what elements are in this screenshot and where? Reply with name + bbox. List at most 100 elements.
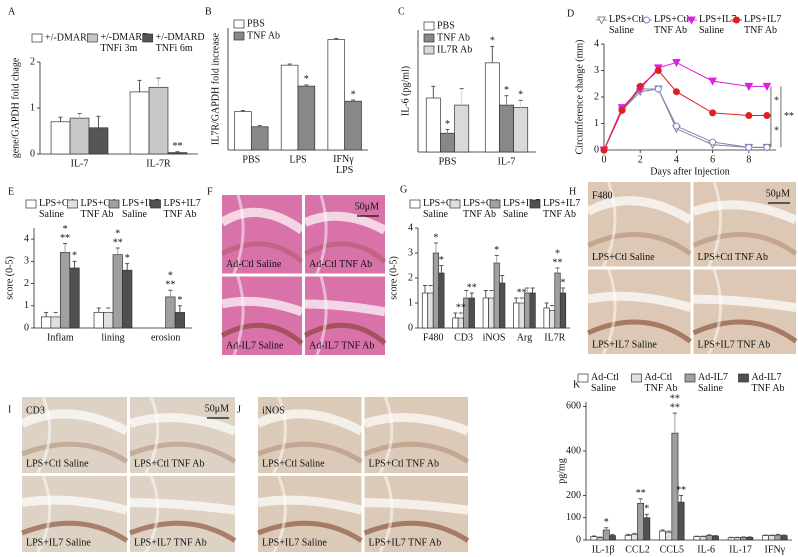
bar [69, 117, 90, 155]
tissue-texture [707, 268, 723, 355]
tissue-texture [257, 520, 363, 543]
tissue-texture [315, 194, 328, 275]
x-tick-label: IL-7 [71, 158, 89, 169]
tile-label: Ad-IL7 Saline [226, 340, 284, 351]
bar [768, 535, 776, 541]
x-tick-label: LPS [289, 154, 306, 165]
bar [452, 317, 459, 329]
x-tick-label: IL7R [544, 332, 565, 343]
significance: ** [676, 485, 686, 496]
legend-label: LPS+Ctl Saline [609, 14, 647, 36]
marker [745, 143, 753, 151]
legend-label: LPS+Ctl TNF Ab [81, 198, 119, 220]
y-tick-label: 1 [594, 118, 599, 129]
tissue-texture [232, 276, 245, 356]
x-tick-label: IFNγ LPS [333, 154, 356, 176]
y-tick-label: 0 [24, 322, 29, 333]
tissue-texture [602, 268, 617, 355]
legend-label: +/-DMARD TNFi 3m [100, 32, 151, 54]
bar [93, 312, 104, 329]
x-tick-label: 0 [602, 154, 607, 165]
bar [705, 535, 713, 541]
tissue-texture [128, 413, 237, 436]
micrograph [305, 195, 385, 274]
bar [677, 501, 685, 541]
tissue-texture [363, 413, 470, 436]
y-tick-label: 4 [24, 233, 29, 244]
significance: * [439, 255, 444, 266]
legend-swatch [86, 33, 98, 43]
bar [427, 292, 434, 329]
y-axis-label: IL7R/GAPDH fold increase [210, 32, 221, 145]
tissue-texture [256, 409, 364, 436]
tissue-texture [129, 441, 237, 464]
panel-letter: K [573, 379, 581, 390]
marker [763, 143, 771, 151]
bar [59, 252, 71, 329]
tissue-texture [303, 211, 388, 235]
significance: ** [165, 280, 175, 291]
panel-letter: C [398, 6, 405, 17]
legend-swatch [25, 199, 37, 209]
bar [468, 297, 475, 329]
micrograph [130, 397, 235, 473]
significance: * [72, 251, 77, 262]
bar [297, 85, 316, 151]
bar [711, 535, 719, 541]
y-tick-label: 400 [566, 445, 581, 456]
series-line [603, 88, 767, 151]
legend-swatch [67, 199, 78, 209]
bar [590, 536, 598, 541]
tissue-texture [257, 495, 363, 515]
y-tick-label: 2 [30, 56, 35, 67]
significance: * [115, 228, 120, 239]
bar [440, 132, 455, 153]
panel-letter: H [569, 186, 576, 197]
y-tick-label: 2 [408, 272, 413, 283]
x-tick-label: Inflam [47, 332, 74, 343]
marker [597, 16, 606, 25]
legend-swatch [423, 33, 435, 43]
x-tick-label: erosion [151, 332, 180, 343]
bar [421, 292, 429, 329]
marker [763, 112, 771, 120]
y-axis-label: IL-6 (pg/ml) [400, 66, 411, 116]
tile-label: LPS+IL7 Saline [262, 537, 327, 548]
y-axis-label: pg/mg [556, 458, 567, 484]
bar [484, 62, 500, 153]
bar [559, 292, 567, 329]
tissue-texture [587, 291, 692, 312]
bar [630, 534, 638, 541]
panel-letter: D [567, 8, 574, 19]
tile-label: LPS+Ctl Saline [26, 458, 89, 469]
significance: * [561, 277, 566, 288]
legend-label: IL7R Ab [437, 44, 472, 55]
micrograph [693, 269, 796, 354]
bar [499, 104, 514, 153]
legend-swatch [31, 33, 43, 43]
significance: ** [60, 233, 70, 244]
legend-label: LPS+IL7 Saline [699, 14, 739, 36]
tile-label: LPS+IL7 TNF Ab [698, 339, 771, 350]
x-tick-label: 8 [746, 154, 751, 165]
x-tick-label: IL-17 [729, 544, 752, 555]
tissue-texture [220, 322, 304, 346]
legend-swatch [108, 199, 120, 209]
tissue-texture [20, 409, 130, 436]
x-tick-label: 2 [638, 154, 643, 165]
panel-letter: J [237, 404, 241, 415]
y-axis-label: gene/GAPDH fold chage [10, 57, 21, 158]
bar [122, 269, 133, 329]
legend-label: LPS+IL7 TNF Ab [543, 198, 583, 220]
y-tick-label: 3 [408, 247, 413, 258]
tissue-texture [144, 396, 160, 474]
legend-label: LPS+IL7 TNF Ab [744, 14, 784, 36]
bar [513, 302, 520, 329]
tile-label: Ad-Ctl TNF Ab [309, 259, 372, 270]
tissue-texture [21, 441, 129, 464]
bar [50, 121, 71, 155]
tile-label: LPS+Ctl TNF Ab [369, 458, 439, 469]
bar [529, 292, 536, 329]
bar [432, 252, 440, 329]
x-tick-label: IFNγ [765, 544, 786, 555]
